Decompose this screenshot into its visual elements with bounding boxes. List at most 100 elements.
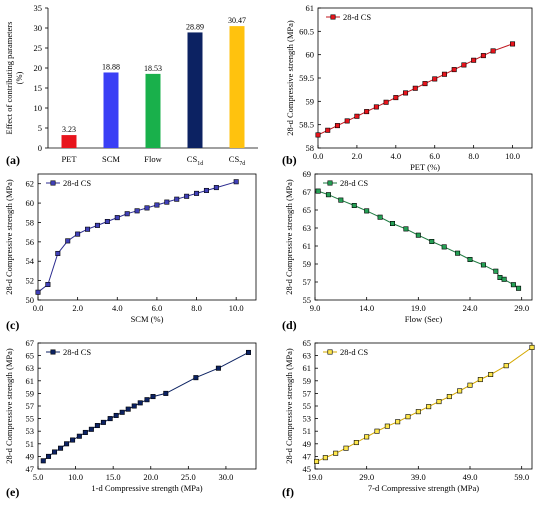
- data-point: [364, 109, 370, 115]
- y-tick-label: 15: [34, 83, 43, 93]
- x-axis-label: 1-d Compressive strength (MPa): [91, 483, 202, 493]
- x-tick-label-sub: 7d: [239, 161, 245, 167]
- x-tick-label-main: SCM: [102, 154, 120, 164]
- bar-data-label: 18.88: [102, 62, 120, 71]
- y-tick-label: 61: [303, 241, 312, 251]
- data-point: [422, 81, 428, 87]
- y-tick-label: 65: [303, 338, 312, 348]
- data-point: [344, 118, 350, 124]
- x-tick-label: 10.0: [68, 472, 83, 482]
- data-point: [377, 214, 383, 220]
- data-point: [364, 208, 370, 214]
- data-point: [415, 409, 421, 415]
- data-point: [333, 450, 339, 456]
- data-point: [343, 445, 349, 451]
- data-point: [429, 239, 435, 245]
- legend-marker: [50, 180, 56, 186]
- bar-cs1d: [187, 32, 203, 148]
- x-tick-label: 8.0: [191, 303, 202, 313]
- data-point: [441, 71, 447, 77]
- data-point: [46, 453, 52, 459]
- chart-panel-c: (c) 50 52 54 56 58 60 62 0.0 2.0 4.0 6.0 8.0 10.0 SCM …: [4, 173, 257, 332]
- y-tick-label: 57: [303, 277, 312, 287]
- legend-label: 28-d CS: [343, 12, 371, 22]
- y-tick-label: 58.5: [299, 120, 314, 130]
- y-tick-label: 61: [306, 3, 315, 13]
- data-point: [233, 179, 239, 185]
- x-tick-label: CS7d: [229, 154, 245, 167]
- x-tick-label: 10.0: [229, 303, 244, 313]
- data-point: [124, 211, 130, 217]
- y-axis-label: Effect of contributing parameters: [4, 22, 14, 135]
- data-point: [85, 226, 91, 232]
- x-tick-label: 29.0: [514, 303, 529, 313]
- x-tick-label: 5.0: [33, 472, 44, 482]
- data-point: [529, 344, 535, 350]
- data-point: [75, 231, 81, 237]
- y-axis-label: 28-d Compressive strength (MPa): [285, 20, 295, 136]
- y-tick-label: 63: [303, 223, 312, 233]
- chart-panel-d: (d) 55 57 59 61 63 65 67 69 9.0 14.0 19.0 24.0 29.0 Fl…: [282, 169, 533, 332]
- y-tick-label: 5: [38, 123, 42, 133]
- x-axis-label: 7-d Compressive strength (MPa): [368, 483, 479, 493]
- y-tick-label: 63: [26, 363, 35, 373]
- x-tick-label-main: CS: [187, 154, 198, 164]
- data-point: [373, 104, 379, 110]
- data-point: [154, 202, 160, 208]
- x-tick-label: 49.0: [463, 472, 478, 482]
- data-point: [131, 403, 137, 409]
- legend-marker: [327, 349, 333, 355]
- data-point: [403, 90, 409, 96]
- x-axis-label: SCM (%): [131, 314, 164, 324]
- data-point: [412, 85, 418, 91]
- data-point: [493, 268, 499, 274]
- x-tick-label: 30.0: [218, 472, 233, 482]
- data-point: [353, 440, 359, 446]
- y-tick-label: 52: [26, 276, 35, 286]
- x-tick-label: 15.0: [106, 472, 121, 482]
- data-point: [58, 445, 64, 451]
- y-tick-label: 0: [38, 143, 42, 153]
- bar-cs7d: [229, 26, 245, 148]
- x-tick-label-sub: 1d: [197, 161, 203, 167]
- data-point: [457, 388, 463, 394]
- legend-label: 28-d CS: [340, 178, 368, 188]
- data-point: [471, 57, 477, 63]
- chart-panel-b: (b) 58 58.5 59 59.5 60 60.5 61 0.0 2.0 4.0 6.0 8.0 10…: [282, 3, 533, 172]
- data-point: [245, 349, 251, 355]
- x-tick-label-main: CS: [229, 154, 240, 164]
- data-point: [164, 199, 170, 205]
- x-tick-label: 4.0: [112, 303, 123, 313]
- data-point: [497, 274, 503, 280]
- y-tick-label: 47: [26, 464, 35, 474]
- data-point: [107, 416, 113, 422]
- data-point: [45, 281, 51, 287]
- y-tick-label: 59: [306, 96, 315, 106]
- y-tick-label: 49: [26, 451, 35, 461]
- data-point: [364, 434, 370, 440]
- data-point: [163, 390, 169, 396]
- y-tick-label: 59: [26, 388, 35, 398]
- y-tick-label: 69: [303, 169, 312, 179]
- x-tick-label-main: PET: [61, 154, 77, 164]
- y-tick-label: 25: [34, 43, 43, 53]
- y-tick-label: 59.5: [299, 73, 314, 83]
- y-tick-label: 59: [303, 259, 312, 269]
- data-point: [114, 215, 120, 221]
- y-tick-label: 57: [26, 401, 35, 411]
- data-point: [40, 458, 46, 464]
- data-point: [393, 95, 399, 101]
- panel-label: (b): [282, 153, 297, 167]
- chart-panel-a: (a) 0 5 10 15 20 25 30 35 Effect of contributing …: [4, 3, 258, 167]
- data-point: [405, 414, 411, 420]
- x-axis-label: PET (%): [410, 162, 440, 172]
- data-point: [94, 222, 100, 228]
- data-point: [451, 67, 457, 73]
- data-point: [436, 399, 442, 405]
- x-tick-label: 4.0: [391, 151, 402, 161]
- y-tick-label: 65: [303, 205, 312, 215]
- data-point: [125, 406, 131, 412]
- data-point: [150, 394, 156, 400]
- data-point: [490, 48, 496, 54]
- data-point: [82, 429, 88, 435]
